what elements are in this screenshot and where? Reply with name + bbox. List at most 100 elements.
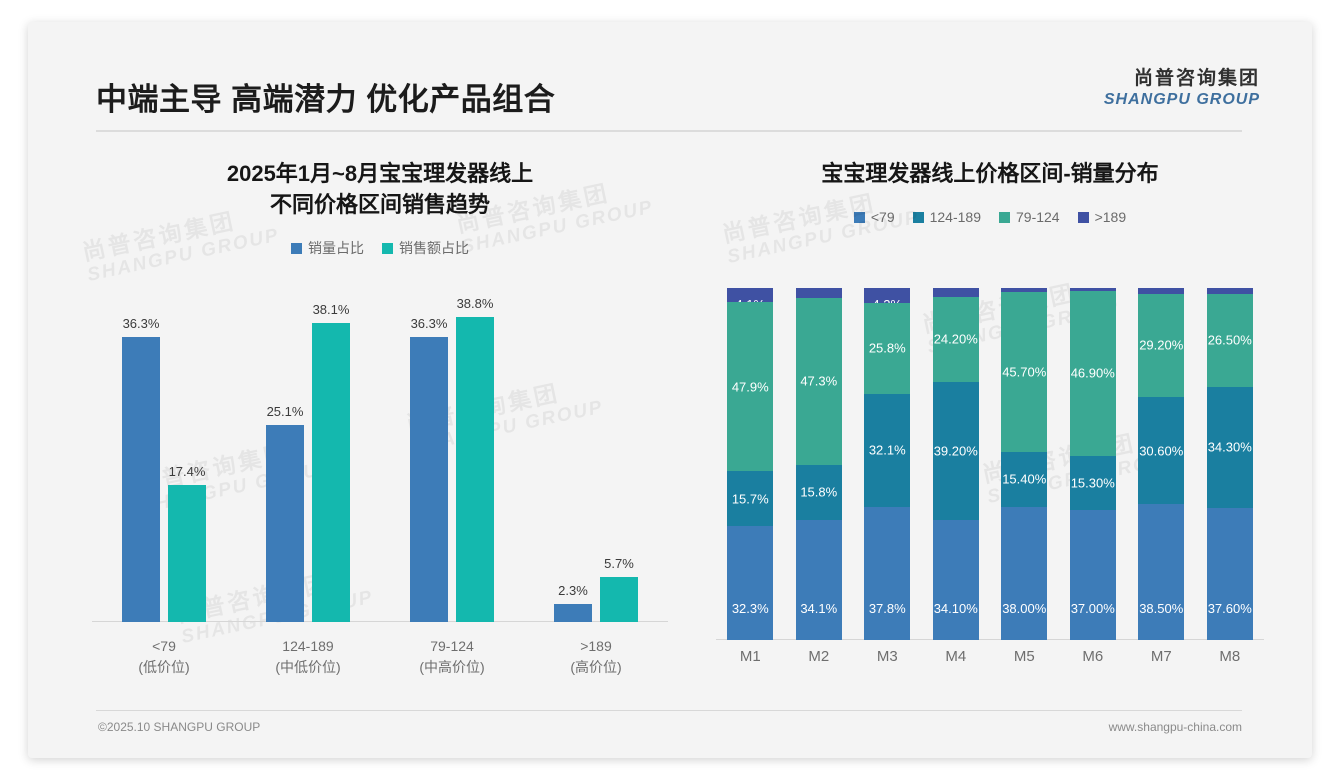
stacked-segment[interactable]: 15.8% <box>795 464 842 521</box>
stacked-segment[interactable]: 34.30% <box>1206 386 1253 508</box>
grouped-bar[interactable]: 17.4% <box>168 464 206 622</box>
footer-copyright: ©2025.10 SHANGPU GROUP <box>98 720 261 734</box>
grouped-bar[interactable]: 36.3% <box>410 316 448 622</box>
stacked-bar-chart: 4.1% 47.9% 15.7% 32.3% 2.9% 47.3% 15.8% 34.1% 4.… <box>716 288 1264 641</box>
stacked-segment[interactable]: 4.1% <box>727 288 774 312</box>
segment-value-label: 30.60% <box>1139 443 1184 459</box>
legend-swatch-icon <box>291 242 302 254</box>
stacked-segment[interactable]: 37.8% <box>864 506 911 640</box>
stacked-segment[interactable]: 45.70% <box>1001 291 1048 453</box>
stacked-segment[interactable]: 39.20% <box>932 381 979 520</box>
grouped-bar[interactable]: 38.1% <box>312 302 350 622</box>
stacked-bar-column[interactable]: 2.50% 24.20% 39.20% 34.10% <box>932 288 979 640</box>
stacked-segment[interactable]: 25.8% <box>864 302 911 394</box>
segment-value-label: 38.50% <box>1139 600 1184 616</box>
logo-chinese-text: 尚普咨询集团 <box>1133 68 1260 89</box>
slide-header: 中端主导 高端潜力 优化产品组合 尚普咨询集团 SHANGPU GROUP <box>28 22 1312 132</box>
x-axis-month-label: M5 <box>1013 648 1035 665</box>
stacked-segment[interactable]: 34.10% <box>932 519 979 640</box>
stacked-segment[interactable]: 15.7% <box>727 471 774 527</box>
stacked-segment[interactable]: 4.2% <box>864 288 911 312</box>
stacked-segment[interactable]: 37.60% <box>1206 507 1253 640</box>
left-chart-legend: 销量占比 销售额占比 <box>74 238 686 258</box>
slide-canvas: 中端主导 高端潜力 优化产品组合 尚普咨询集团 SHANGPU GROUP 20… <box>28 22 1312 758</box>
stacked-bar-column[interactable]: 1.00%45.70%15.40%38.00% <box>1001 288 1048 641</box>
grouped-bar[interactable]: 25.1% <box>266 404 304 622</box>
x-axis-category-sub: (中高价位) <box>419 659 485 675</box>
x-axis-month-label: M2 <box>808 648 830 665</box>
stacked-segment[interactable]: 32.1% <box>864 393 911 507</box>
grouped-bar[interactable]: 2.3% <box>554 583 592 622</box>
x-axis-category-main: <79 <box>152 638 176 654</box>
grouped-bar[interactable]: 36.3% <box>122 316 160 622</box>
stacked-bar-column[interactable]: 4.2% 25.8% 32.1% 37.8% <box>864 288 911 640</box>
footer-website: www.shangpu-china.com <box>1108 720 1242 734</box>
left-chart-title-line2: 不同价格区间销售趋势 <box>269 192 490 217</box>
page-title: 中端主导 高端潜力 优化产品组合 <box>96 82 556 117</box>
bar-value-label: 17.4% <box>168 464 206 480</box>
segment-value-label: 15.8% <box>800 484 838 500</box>
stacked-segment[interactable]: 26.50% <box>1206 293 1253 387</box>
stacked-segment[interactable]: 24.20% <box>932 296 979 382</box>
right-legend-item-2[interactable]: 79-124 <box>999 209 1060 225</box>
segment-value-label: 37.8% <box>868 600 906 616</box>
right-chart-title-text: 宝宝理发器线上价格区间-销量分布 <box>821 161 1159 186</box>
segment-value-label: 45.70% <box>1002 364 1047 380</box>
segment-value-label: 47.3% <box>800 373 838 389</box>
x-axis-month-label: M8 <box>1219 648 1241 665</box>
stacked-segment[interactable]: 38.00% <box>1001 506 1048 641</box>
x-axis-month-label: M3 <box>876 648 898 665</box>
stacked-segment[interactable]: 2.50% <box>932 288 979 312</box>
segment-value-label: 15.40% <box>1002 471 1047 487</box>
stacked-segment[interactable]: 32.3% <box>727 526 774 640</box>
x-axis-line <box>716 639 1264 640</box>
stacked-segment[interactable]: 34.1% <box>795 520 842 641</box>
segment-value-label: 25.8% <box>868 340 906 356</box>
x-axis-category-sub: (中低价位) <box>275 659 341 675</box>
stacked-bar-column[interactable]: 4.1% 47.9% 15.7% 32.3% <box>727 288 774 640</box>
stacked-segment[interactable]: 2.9% <box>795 288 842 312</box>
stacked-segment[interactable]: 38.50% <box>1138 504 1185 640</box>
segment-value-label: 29.20% <box>1139 337 1184 353</box>
legend-swatch-icon <box>1077 211 1089 223</box>
stacked-segment[interactable]: 15.40% <box>1001 452 1048 507</box>
segment-value-label: 15.7% <box>731 491 769 507</box>
right-chart-panel: 宝宝理发器线上价格区间-销量分布 <79 124-189 79-124 >189 尚普… <box>690 142 1290 702</box>
grouped-bar[interactable]: 38.8% <box>456 296 494 622</box>
x-axis-category-main: 124-189 <box>282 638 334 654</box>
right-legend-item-3[interactable]: >189 <box>1077 209 1126 225</box>
footer-divider <box>96 710 1242 711</box>
stacked-segment[interactable]: 47.9% <box>727 302 774 472</box>
left-legend-item-1[interactable]: 销售额占比 <box>382 238 469 258</box>
bar-fill <box>266 424 304 622</box>
left-legend-item-0[interactable]: 销量占比 <box>291 238 364 258</box>
x-axis-category-label: <79 (低价位) <box>89 636 239 678</box>
segment-value-label: 37.60% <box>1207 600 1252 616</box>
legend-swatch-icon <box>853 211 865 223</box>
bar-fill <box>410 336 448 622</box>
stacked-segment[interactable]: 47.3% <box>795 298 842 465</box>
stacked-segment[interactable]: 29.20% <box>1138 293 1185 397</box>
stacked-segment[interactable]: 15.30% <box>1069 455 1116 510</box>
stacked-segment[interactable]: 46.90% <box>1069 290 1116 456</box>
stacked-segment[interactable]: 30.60% <box>1138 396 1185 505</box>
segment-value-label: 34.1% <box>800 601 838 617</box>
right-legend-item-0[interactable]: <79 <box>853 209 895 225</box>
bar-value-label: 5.7% <box>604 556 634 572</box>
bar-value-label: 36.3% <box>122 315 160 331</box>
right-legend-item-1[interactable]: 124-189 <box>912 209 981 225</box>
bar-value-label: 38.8% <box>456 296 494 312</box>
stacked-bar-column[interactable]: 2.9% 47.3% 15.8% 34.1% <box>795 288 842 641</box>
legend-swatch-icon <box>999 211 1010 223</box>
bar-value-label: 2.3% <box>558 582 588 598</box>
x-axis-category-label: 79-124 (中高价位) <box>377 636 527 678</box>
segment-value-label: 38.00% <box>1002 601 1047 617</box>
grouped-bar[interactable]: 5.7% <box>600 556 638 622</box>
stacked-bar-column[interactable]: 1.70%29.20%30.60%38.50% <box>1138 288 1185 640</box>
legend-swatch-icon <box>912 211 924 223</box>
stacked-bar-column[interactable]: 0.80%46.90%15.30%37.00% <box>1069 288 1116 640</box>
x-axis-category-sub: (高价位) <box>570 659 622 675</box>
stacked-bar-column[interactable]: 1.60%26.50%34.30%37.60% <box>1206 288 1253 640</box>
left-chart-title: 2025年1月~8月宝宝理发器线上 不同价格区间销售趋势 <box>74 142 686 220</box>
stacked-segment[interactable]: 37.00% <box>1069 509 1116 640</box>
